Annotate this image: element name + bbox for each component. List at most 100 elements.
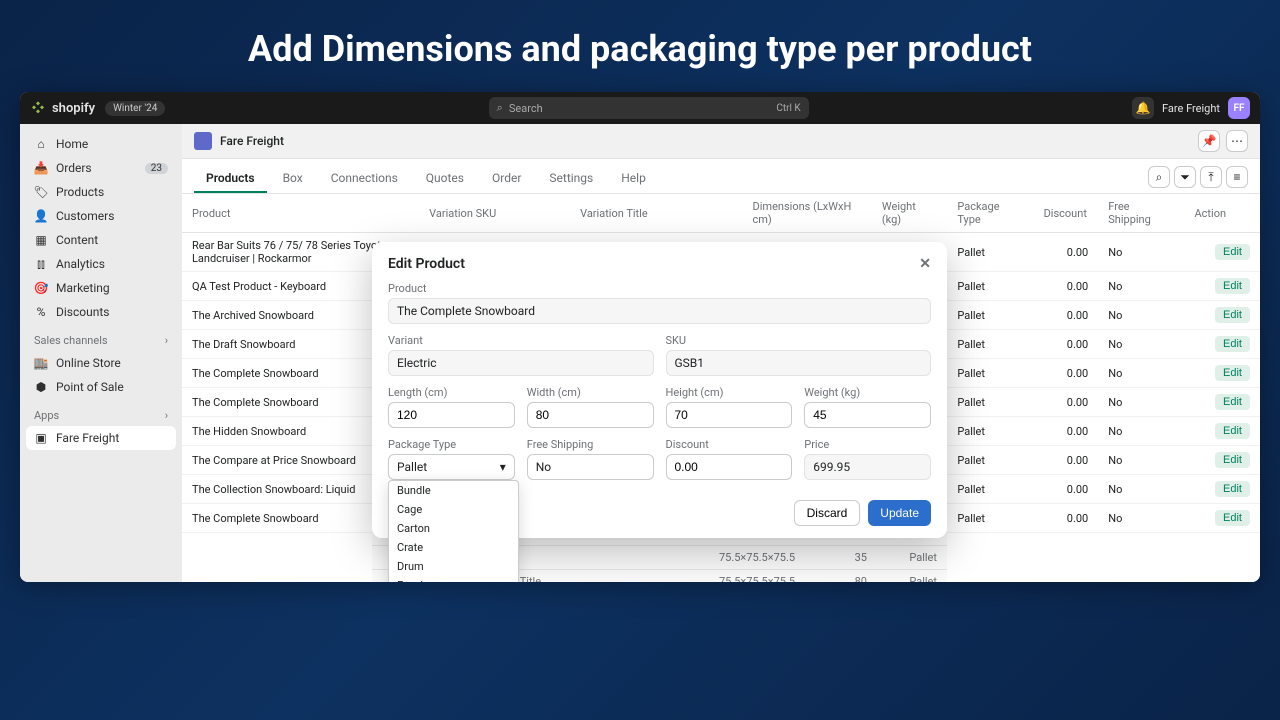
nav-marketing[interactable]: 🎯 Marketing [26, 276, 176, 300]
edit-button[interactable]: Edit [1215, 510, 1250, 526]
tab-help[interactable]: Help [609, 165, 658, 193]
cell-free: No [1098, 359, 1184, 388]
discard-button[interactable]: Discard [794, 500, 861, 526]
edit-button[interactable]: Edit [1215, 481, 1250, 497]
dropdown-option-crate[interactable]: Crate [389, 538, 518, 557]
length-input[interactable] [388, 402, 515, 428]
nav-point-of-sale[interactable]: ⬢ Point of Sale [26, 375, 176, 399]
nav-fare-freight[interactable]: ▣ Fare Freight [26, 426, 176, 450]
sku-field: GSB1 [666, 350, 932, 376]
cell-ptype: Pallet [947, 330, 1033, 359]
tab-quotes[interactable]: Quotes [414, 165, 476, 193]
dropdown-option-cage[interactable]: Cage [389, 500, 518, 519]
brand-text: shopify [52, 101, 95, 116]
store-name[interactable]: Fare Freight [1162, 102, 1220, 115]
chevron-right-icon[interactable]: › [165, 409, 168, 422]
nav-orders[interactable]: 📥 Orders 23 [26, 156, 176, 180]
col-header[interactable]: Package Type [947, 194, 1033, 233]
nav-home[interactable]: ⌂ Home [26, 132, 176, 156]
free-shipping-select[interactable]: No [527, 454, 654, 480]
filter-button[interactable]: ⏷ [1174, 166, 1196, 188]
sales-channels-header: Sales channels› [26, 324, 176, 351]
cell-free: No [1098, 388, 1184, 417]
nav-badge: 23 [145, 163, 168, 174]
dropdown-option-carton[interactable]: Carton [389, 519, 518, 538]
edit-button[interactable]: Edit [1215, 452, 1250, 468]
cell-discount: 0.00 [1034, 272, 1099, 301]
upload-icon: ⤒ [1208, 170, 1213, 185]
nav-products[interactable]: 🏷 Products [26, 180, 176, 204]
tab-box[interactable]: Box [271, 165, 315, 193]
sku-label: SKU [666, 334, 932, 347]
height-input[interactable] [666, 402, 793, 428]
chevron-right-icon[interactable]: › [165, 334, 168, 347]
tab-connections[interactable]: Connections [319, 165, 410, 193]
page-heading: Add Dimensions and packaging type per pr… [0, 0, 1280, 92]
variant-label: Variant [388, 334, 654, 347]
cell-discount: 0.00 [1034, 504, 1099, 533]
edit-button[interactable]: Edit [1215, 365, 1250, 381]
global-search[interactable]: ⌕ Search Ctrl K [489, 97, 809, 119]
more-button[interactable]: ⋯ [1226, 130, 1248, 152]
col-header[interactable]: Discount [1034, 194, 1099, 233]
update-button[interactable]: Update [868, 500, 931, 526]
weight-input[interactable] [804, 402, 931, 428]
apps-header: Apps› [26, 399, 176, 426]
col-header[interactable]: Dimensions (LxWxH cm) [743, 194, 872, 233]
col-header[interactable]: Variation Title [570, 194, 742, 233]
height-label: Height (cm) [666, 386, 793, 399]
upload-button[interactable]: ⤒ [1200, 166, 1222, 188]
nav-customers[interactable]: 👤 Customers [26, 204, 176, 228]
settings-filter-button[interactable]: ≡ [1226, 166, 1248, 188]
nav-discounts[interactable]: % Discounts [26, 300, 176, 324]
avatar[interactable]: FF [1228, 97, 1250, 119]
edit-button[interactable]: Edit [1215, 307, 1250, 323]
dropdown-option-drum[interactable]: Drum [389, 557, 518, 576]
nav-online-store[interactable]: 🏬 Online Store [26, 351, 176, 375]
edit-button[interactable]: Edit [1215, 244, 1250, 260]
cell-ptype: Pallet [947, 388, 1033, 417]
tab-products[interactable]: Products [194, 165, 267, 193]
dropdown-option-bundle[interactable]: Bundle [389, 481, 518, 500]
topbar: shopify Winter '24 ⌕ Search Ctrl K 🔔 Far… [20, 92, 1260, 124]
col-header[interactable]: Weight (kg) [872, 194, 947, 233]
edit-button[interactable]: Edit [1215, 423, 1250, 439]
package-type-dropdown: BundleCageCartonCrateDrumEnvelopePalletP… [388, 480, 519, 582]
notifications-button[interactable]: 🔔 [1132, 97, 1154, 119]
col-header[interactable]: Free Shipping [1098, 194, 1184, 233]
package-label: Package Type [388, 438, 515, 451]
cell-ptype: Pallet [947, 504, 1033, 533]
nav-content[interactable]: ▦ Content [26, 228, 176, 252]
cell-discount: 0.00 [1034, 475, 1099, 504]
dropdown-option-envelope[interactable]: Envelope [389, 576, 518, 582]
tab-order[interactable]: Order [480, 165, 533, 193]
pin-icon: 📌 [1202, 134, 1217, 148]
sidebar: ⌂ Home 📥 Orders 23 🏷 Products 👤 Customer… [20, 124, 182, 582]
nav-label: Discounts [56, 305, 109, 319]
tab-settings[interactable]: Settings [537, 165, 605, 193]
discount-input[interactable] [666, 454, 793, 480]
cell-free: No [1098, 446, 1184, 475]
nav-label: Analytics [56, 257, 105, 271]
col-header[interactable]: Variation SKU [419, 194, 570, 233]
modal-close-button[interactable]: ✕ [919, 256, 931, 272]
package-type-select[interactable]: Pallet▾ [388, 454, 515, 480]
search-filter-button[interactable]: ⌕ [1148, 166, 1170, 188]
chevron-down-icon: ▾ [500, 460, 506, 474]
edit-button[interactable]: Edit [1215, 278, 1250, 294]
edit-button[interactable]: Edit [1215, 394, 1250, 410]
width-input[interactable] [527, 402, 654, 428]
price-label: Price [804, 438, 931, 451]
filter-icon: ⏷ [1180, 170, 1190, 185]
col-header[interactable]: Action [1184, 194, 1260, 233]
cell-discount: 0.00 [1034, 359, 1099, 388]
content-icon: ▦ [34, 233, 48, 247]
col-header[interactable]: Product [182, 194, 419, 233]
search-icon: ⌕ [1156, 170, 1163, 185]
pin-button[interactable]: 📌 [1198, 130, 1220, 152]
nav-label: Products [56, 185, 104, 199]
nav-label: Point of Sale [56, 380, 124, 394]
edit-button[interactable]: Edit [1215, 336, 1250, 352]
nav-analytics[interactable]: ⫾⫾ Analytics [26, 252, 176, 276]
nav-label: Content [56, 233, 98, 247]
